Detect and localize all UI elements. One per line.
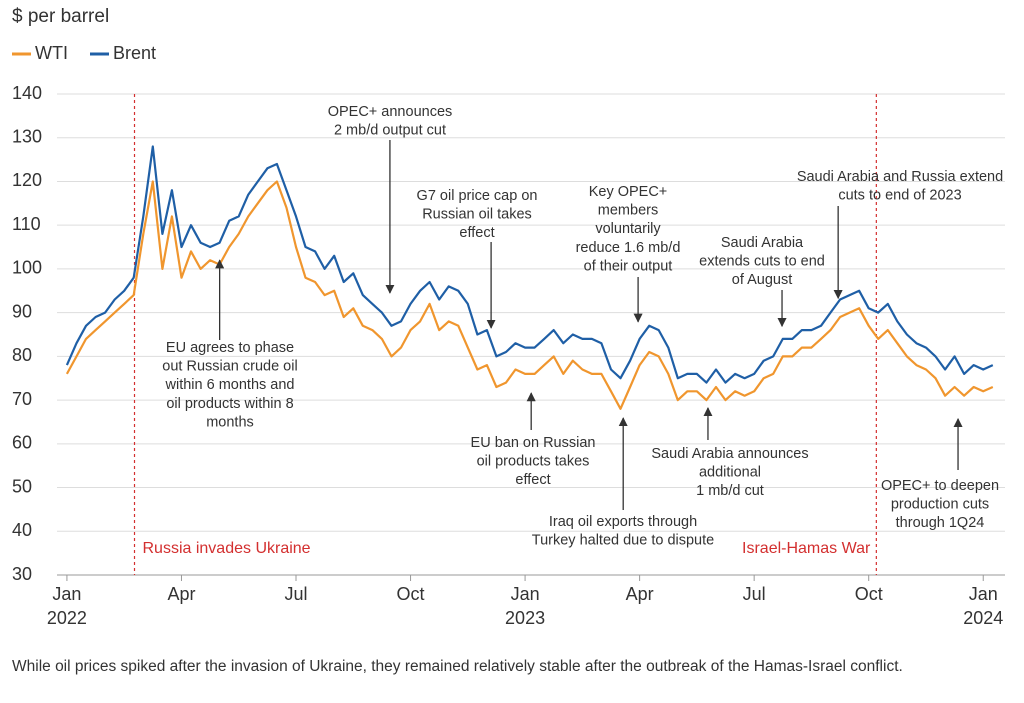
- event-label: Russia invades Ukraine: [143, 540, 311, 557]
- annotation-text: additional: [699, 465, 761, 481]
- x-year-label: 2023: [505, 608, 545, 628]
- y-tick-label: 60: [12, 433, 32, 453]
- x-tick-label: Jul: [743, 584, 766, 604]
- annotation-text: cuts to end of 2023: [838, 188, 961, 204]
- annotation-text: effect: [459, 225, 494, 241]
- annotation-text: Russian oil takes: [422, 207, 532, 223]
- annotation-text: effect: [515, 472, 550, 488]
- legend-label: Brent: [113, 43, 156, 63]
- y-tick-label: 100: [12, 258, 42, 278]
- annotation-text: voluntarily: [595, 221, 661, 237]
- annotation-text: OPEC+ announces: [328, 104, 453, 120]
- annotation-text: 2 mb/d output cut: [334, 123, 446, 139]
- annotation-text: G7 oil price cap on: [417, 188, 538, 204]
- y-tick-label: 120: [12, 170, 42, 190]
- annotation-text: reduce 1.6 mb/d: [576, 240, 681, 256]
- annotation-text: members: [598, 203, 658, 219]
- annotation-text: OPEC+ to deepen: [881, 478, 999, 494]
- annotation-text: within 6 months and: [165, 377, 295, 393]
- y-tick-label: 110: [12, 214, 41, 234]
- annotation-text: Key OPEC+: [589, 184, 668, 200]
- y-tick-label: 140: [12, 83, 42, 103]
- y-tick-label: 130: [12, 126, 42, 146]
- x-year-label: 2024: [963, 608, 1003, 628]
- x-tick-label: Oct: [397, 584, 425, 604]
- annotation-text: of their output: [584, 259, 673, 275]
- chart: $ per barrel WTI Brent 30 40 50 60 70 80 90 100 11…: [12, 6, 1005, 628]
- annotation-text: 1 mb/d cut: [696, 483, 764, 499]
- x-tick-label: Jan: [52, 584, 81, 604]
- series-line: [65, 145, 994, 384]
- annotation-text: oil products within 8: [166, 396, 293, 412]
- annotation-text: Saudi Arabia and Russia extend: [797, 169, 1003, 185]
- x-tick-label: Jan: [969, 584, 998, 604]
- annotation-text: through 1Q24: [896, 515, 985, 531]
- x-tick-label: Jul: [284, 584, 307, 604]
- y-tick-label: 40: [12, 520, 32, 540]
- annotation-text: of August: [732, 272, 792, 288]
- annotation-text: Saudi Arabia: [721, 235, 804, 251]
- annotation-text: months: [206, 415, 254, 431]
- caption: While oil prices spiked after the invasi…: [12, 658, 903, 675]
- y-tick-label: 90: [12, 301, 32, 321]
- y-tick-label: 50: [12, 476, 32, 496]
- x-tick-label: Apr: [167, 584, 195, 604]
- annotation-text: oil products takes: [477, 454, 590, 470]
- x-tick-label: Jan: [511, 584, 540, 604]
- x-tick-label: Oct: [855, 584, 883, 604]
- legend-label: WTI: [35, 43, 68, 63]
- annotation-text: extends cuts to end: [699, 254, 825, 270]
- annotation-text: EU ban on Russian: [471, 435, 596, 451]
- y-tick-label: 30: [12, 564, 32, 584]
- annotation-text: Turkey halted due to dispute: [532, 533, 714, 549]
- annotation-text: production cuts: [891, 497, 989, 513]
- event-label: Israel-Hamas War: [742, 540, 871, 557]
- y-tick-label: 80: [12, 345, 32, 365]
- x-tick-label: Apr: [626, 584, 654, 604]
- y-axis-label: $ per barrel: [12, 6, 109, 27]
- y-tick-label: 70: [12, 389, 32, 409]
- x-year-label: 2022: [47, 608, 87, 628]
- annotation-text: Iraq oil exports through: [549, 514, 697, 530]
- annotation-text: out Russian crude oil: [162, 359, 297, 375]
- annotation-text: EU agrees to phase: [166, 340, 294, 356]
- annotation-text: Saudi Arabia announces: [651, 446, 808, 462]
